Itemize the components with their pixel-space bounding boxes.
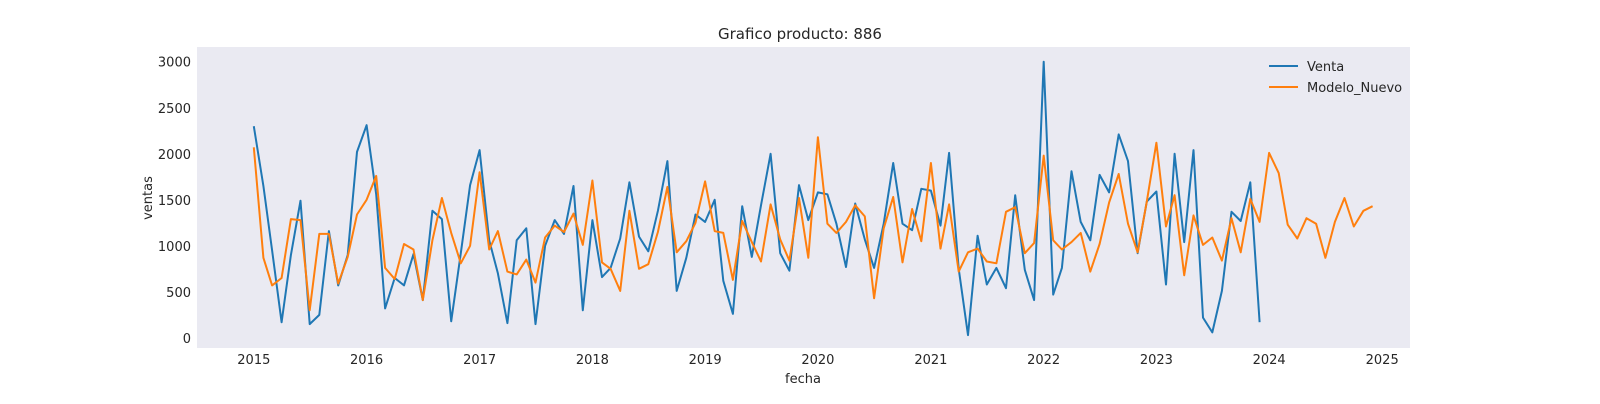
y-tick-label: 1500	[158, 194, 191, 209]
series-line-1	[252, 136, 1374, 312]
legend: Venta Modelo_Nuevo	[1269, 60, 1402, 96]
x-tick-label: 2017	[463, 353, 496, 368]
y-tick-label: 0	[183, 332, 191, 347]
y-tick-label: 2000	[158, 148, 191, 163]
x-tick-label: 2016	[350, 353, 383, 368]
x-axis-label: fecha	[785, 372, 821, 387]
plot-area	[197, 47, 1410, 348]
chart-title: Grafico producto: 886	[718, 25, 882, 43]
y-axis-ticks: 0 500 1000 1500 2000 2500 3000	[158, 56, 191, 347]
x-tick-label: 2024	[1253, 353, 1286, 368]
y-tick-label: 1000	[158, 240, 191, 255]
x-tick-label: 2019	[689, 353, 722, 368]
legend-label: Modelo_Nuevo	[1307, 81, 1402, 96]
x-tick-label: 2015	[237, 353, 270, 368]
series-lines	[252, 60, 1374, 337]
y-tick-label: 2500	[158, 102, 191, 117]
x-tick-label: 2023	[1140, 353, 1173, 368]
x-tick-label: 2018	[576, 353, 609, 368]
x-tick-label: 2021	[914, 353, 947, 368]
x-tick-label: 2025	[1366, 353, 1399, 368]
y-tick-label: 3000	[158, 56, 191, 71]
x-tick-label: 2020	[801, 353, 834, 368]
legend-label: Venta	[1307, 60, 1344, 75]
y-axis-label: ventas	[141, 176, 156, 220]
y-tick-label: 500	[166, 286, 191, 301]
x-tick-label: 2022	[1027, 353, 1060, 368]
x-axis-ticks: 2015 2016 2017 2018 2019 2020 2021 2022 2023 2024…	[237, 353, 1398, 368]
